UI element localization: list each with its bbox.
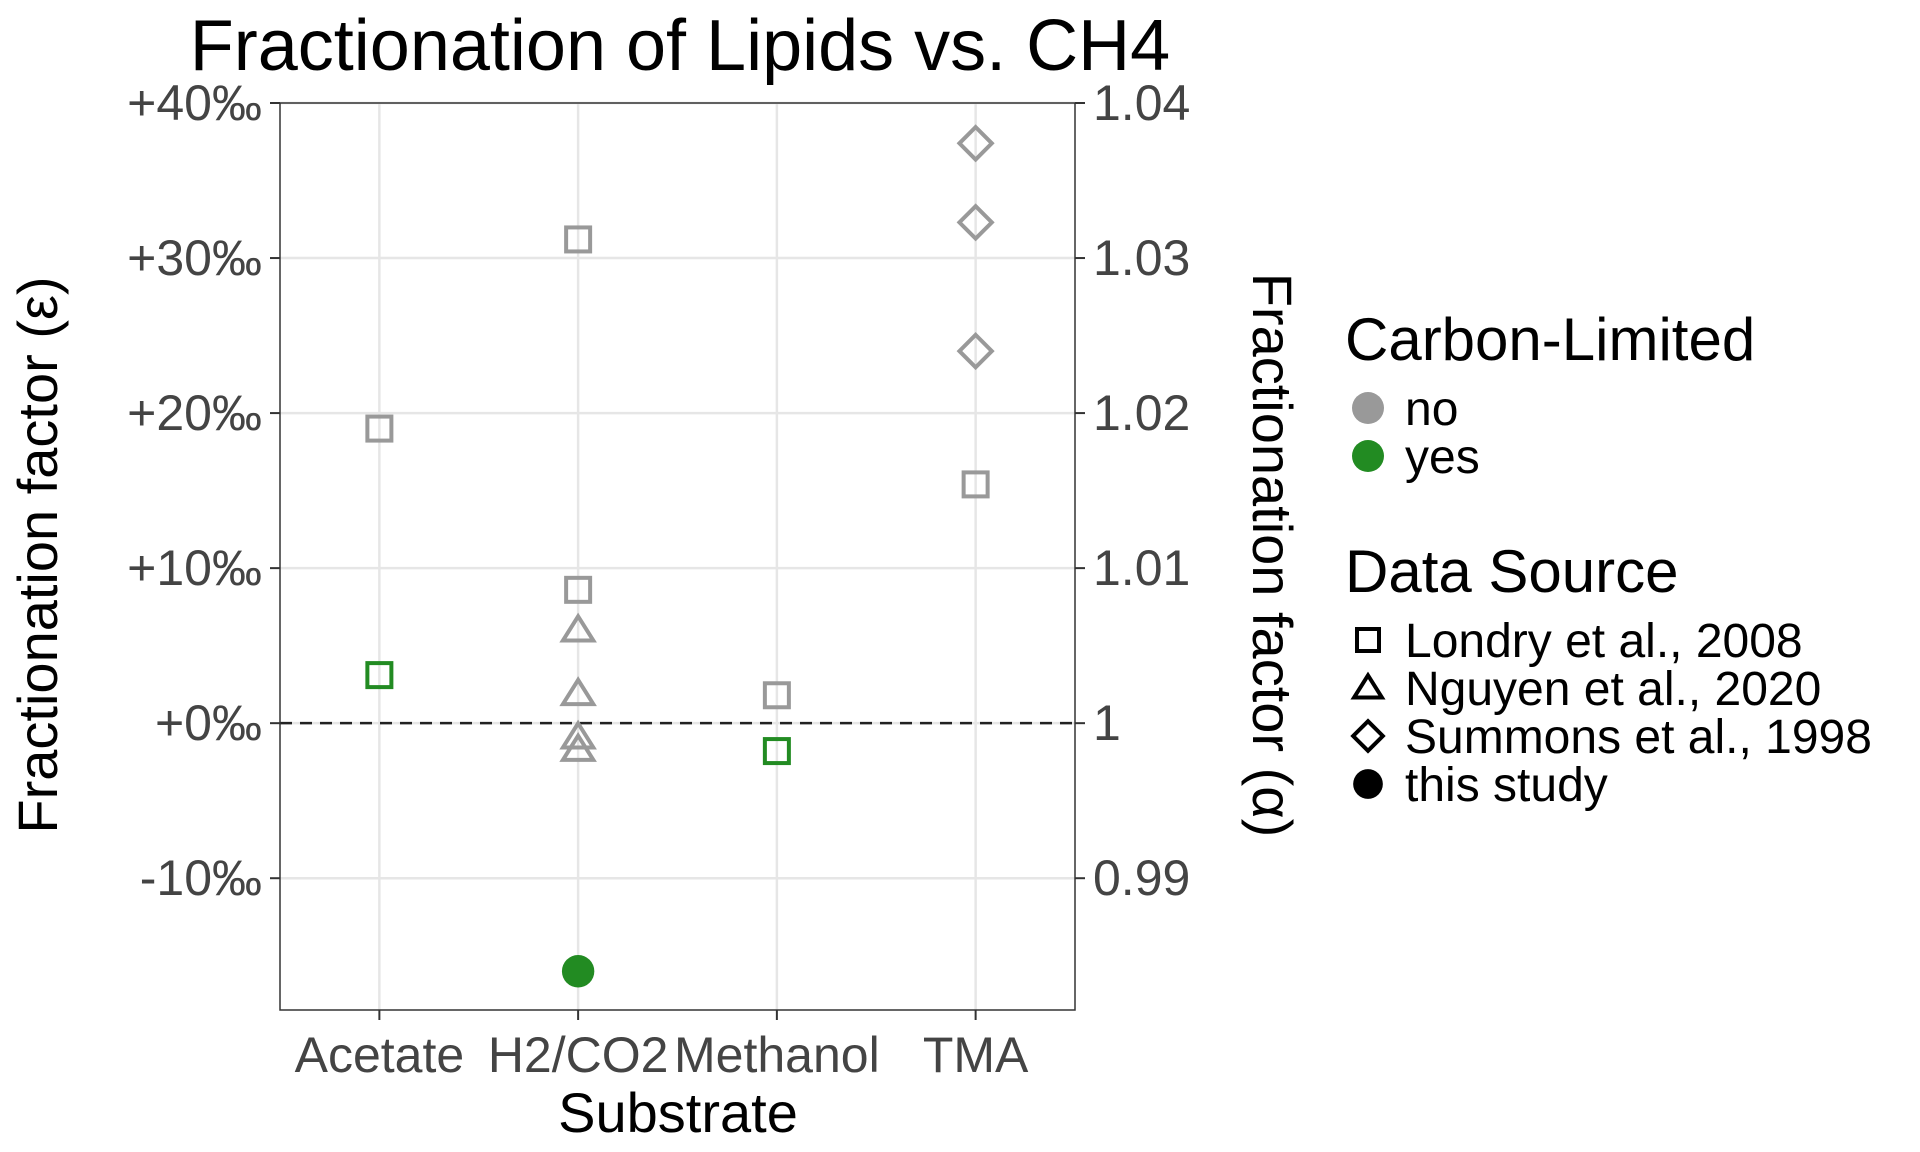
- legend-label-no: no: [1405, 383, 1458, 436]
- y-tick-label: -10‰: [140, 850, 262, 906]
- data-point-square: [762, 737, 791, 766]
- data-point-square: [762, 681, 791, 710]
- data-point-diamond: [956, 332, 995, 371]
- y2-tick-label: 1.04: [1093, 75, 1190, 131]
- x-axis-title: Substrate: [558, 1081, 798, 1144]
- data-point-square: [564, 225, 593, 254]
- x-tick-label: TMA: [923, 1027, 1029, 1083]
- legend-key-triangle: [1350, 671, 1386, 700]
- data-point-triangle: [559, 731, 597, 762]
- data-point-triangle: [559, 612, 597, 643]
- y-tick-label: +30‰: [127, 230, 262, 286]
- data-point-triangle: [559, 719, 597, 750]
- legend-title-carbon-limited: Carbon-Limited: [1345, 306, 1755, 373]
- x-tick-label: Acetate: [295, 1027, 465, 1083]
- data-point-diamond: [956, 124, 995, 163]
- grid: [280, 101, 1075, 1010]
- legend-label-circle: this study: [1405, 759, 1608, 812]
- x-tick-label: Methanol: [674, 1027, 880, 1083]
- chart-title: Fractionation of Lipids vs. CH4: [190, 6, 1170, 86]
- y2-tick-label: 1.02: [1093, 385, 1190, 441]
- legend-title-data-source: Data Source: [1345, 538, 1679, 605]
- legend-label-yes: yes: [1405, 431, 1480, 484]
- plot-panel: [279, 102, 1076, 1011]
- legend-key-square: [1355, 627, 1381, 653]
- legend-key-yes: [1352, 440, 1384, 472]
- axis-ticks: -10‰ +0‰ +10‰ +20‰ +30‰ +40‰ 0.99 1 1.01 1.02 1.03…: [127, 75, 1190, 1083]
- data-point-square: [564, 575, 593, 604]
- y2-tick-label: 1.01: [1093, 540, 1190, 596]
- data-point-square: [961, 470, 990, 499]
- x-tick-label: H2/CO2: [488, 1027, 669, 1083]
- y2-tick-label: 0.99: [1093, 850, 1190, 906]
- data-point-square: [365, 414, 394, 443]
- legend-label-square: Londry et al., 2008: [1405, 615, 1803, 668]
- legend-key-no: [1352, 392, 1384, 424]
- legend-label-triangle: Nguyen et al., 2020: [1405, 663, 1821, 716]
- y-tick-label: +40‰: [127, 75, 262, 131]
- y2-tick-label: 1.03: [1093, 230, 1190, 286]
- legend-label-diamond: Summons et al., 1998: [1405, 711, 1872, 764]
- data-point-square: [365, 661, 394, 690]
- y2-tick-label: 1: [1093, 695, 1121, 751]
- y-tick-label: +0‰: [155, 695, 262, 751]
- y-tick-label: +20‰: [127, 385, 262, 441]
- data-point-circle: [561, 955, 595, 988]
- data-points: [365, 124, 995, 988]
- legend-key-circle: [1353, 769, 1383, 799]
- data-point-triangle: [559, 676, 597, 707]
- legend-key-diamond: [1350, 718, 1386, 754]
- y-axis-title: Fractionation factor (ε): [6, 276, 69, 833]
- data-point-diamond: [956, 203, 995, 242]
- secondary-y-axis-title: Fractionation factor (α): [1241, 273, 1304, 838]
- y-tick-label: +10‰: [127, 540, 262, 596]
